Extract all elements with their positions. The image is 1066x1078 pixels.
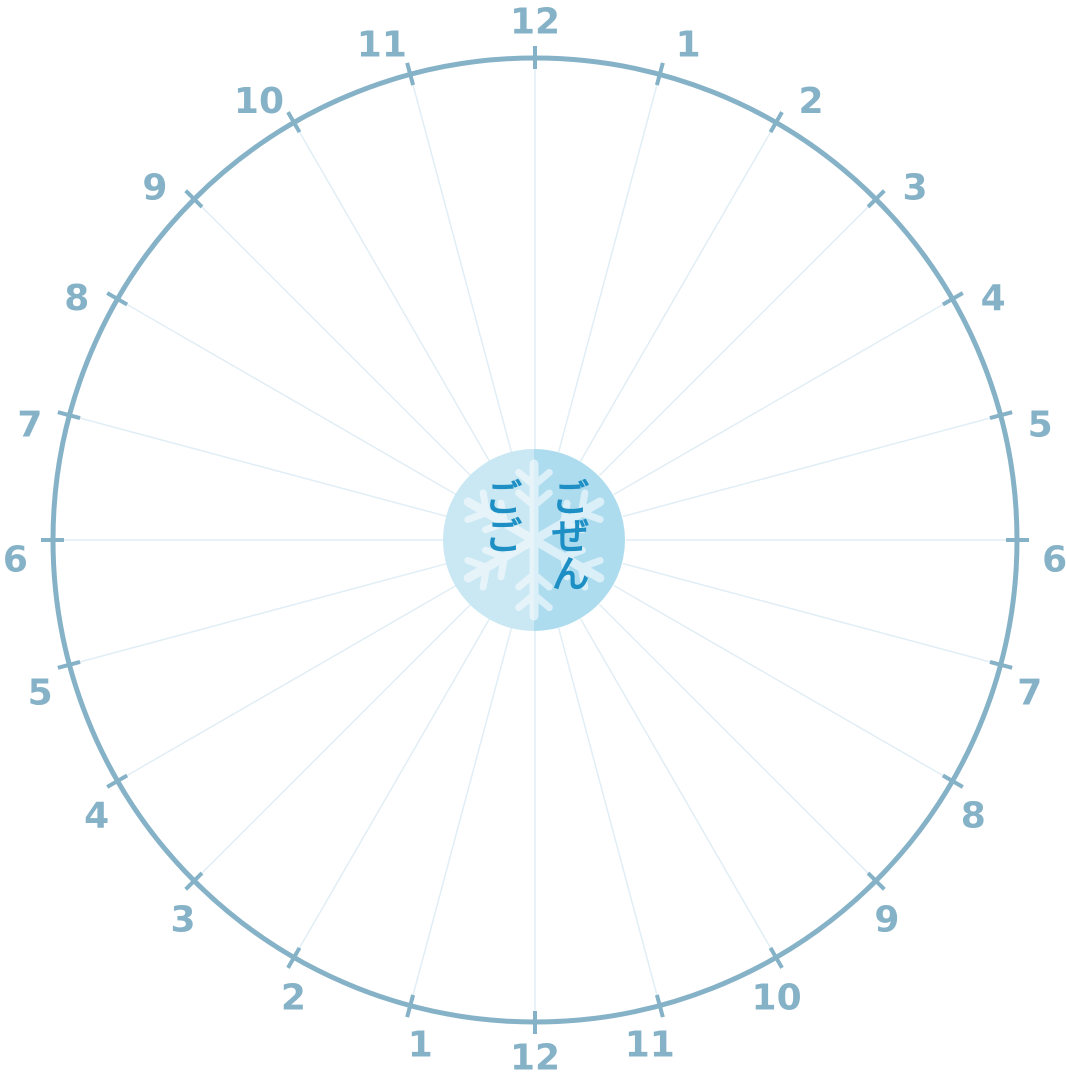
- tick-mark: [184, 871, 204, 891]
- tick-marks: [41, 46, 1029, 1034]
- snowflake-branch: [530, 468, 553, 489]
- tick-mark: [989, 410, 1013, 421]
- hour-label: 12: [510, 1038, 560, 1078]
- spoke-line: [622, 414, 1001, 518]
- tick-mark: [654, 62, 665, 86]
- hour-label: 5: [28, 673, 53, 714]
- spoke-line: [613, 298, 953, 496]
- hour-label: 2: [281, 978, 306, 1019]
- hour-label: 7: [1017, 673, 1042, 714]
- spoke-line: [69, 414, 448, 518]
- spoke-line: [579, 618, 777, 958]
- spoke-line: [193, 198, 472, 477]
- tick-mark: [106, 291, 129, 307]
- hour-label: 7: [17, 405, 42, 446]
- spoke-line: [293, 122, 491, 462]
- hour-label: 5: [1028, 405, 1053, 446]
- snowflake-branch: [482, 546, 508, 561]
- tick-mark: [106, 773, 129, 789]
- tick-mark: [405, 994, 416, 1018]
- spoke-line: [117, 584, 457, 782]
- hour-label: 1: [676, 25, 701, 66]
- hour-label: 4: [981, 278, 1006, 319]
- snowflake-branch: [530, 489, 553, 510]
- spoke-line: [117, 298, 457, 496]
- spoke-line: [69, 562, 448, 666]
- hour-label: 6: [1042, 539, 1066, 580]
- snowflake-branch: [577, 509, 604, 523]
- hour-label: 2: [798, 81, 823, 122]
- spoke-line: [598, 198, 877, 477]
- snowflake-branch: [479, 489, 491, 517]
- tick-mark: [184, 189, 204, 209]
- spoke-line: [409, 627, 513, 1006]
- hour-label: 8: [961, 796, 986, 837]
- center-badge: ごぜん ごご: [443, 449, 625, 631]
- snowflake-branch: [577, 563, 589, 591]
- tick-mark: [866, 189, 886, 209]
- tick-mark: [286, 111, 302, 134]
- spoke-lines: [53, 58, 1017, 1022]
- tick-mark: [768, 946, 784, 969]
- spoke-line: [557, 627, 661, 1006]
- pm-label: ごご: [478, 478, 522, 554]
- hour-label: 4: [84, 796, 109, 837]
- hour-label: 10: [752, 978, 802, 1019]
- tick-mark: [286, 946, 302, 969]
- hour-label: 3: [903, 168, 928, 209]
- tick-mark: [989, 659, 1013, 670]
- hour-label: 9: [142, 168, 167, 209]
- spoke-line: [622, 562, 1001, 666]
- hour-label: 1: [408, 1025, 433, 1066]
- hour-label: 9: [874, 900, 899, 941]
- spoke-line: [193, 603, 472, 882]
- snowflake-branch: [560, 553, 571, 581]
- snowflake-branch: [515, 570, 538, 591]
- spoke-line: [613, 584, 953, 782]
- tick-mark: [941, 773, 964, 789]
- snowflake-icon: [463, 459, 605, 621]
- hour-label: 10: [234, 81, 284, 122]
- tick-mark: [941, 291, 964, 307]
- snowflake-branch: [497, 499, 508, 527]
- spoke-line: [409, 74, 513, 453]
- snowflake-branch: [560, 519, 586, 534]
- spoke-line: [557, 74, 661, 453]
- snowflake-branch: [515, 591, 538, 612]
- tick-mark: [57, 410, 81, 421]
- hour-label: 6: [3, 539, 28, 580]
- tick-mark: [866, 871, 886, 891]
- hour-label: 11: [625, 1025, 675, 1066]
- tick-mark: [405, 62, 416, 86]
- hour-label: 3: [171, 900, 196, 941]
- am-label: ごぜん: [545, 478, 589, 592]
- hour-label: 11: [357, 25, 407, 66]
- hour-label: 12: [510, 2, 560, 43]
- snowflake-branch: [464, 557, 491, 571]
- spoke-line: [293, 618, 491, 958]
- tick-mark: [654, 994, 665, 1018]
- spoke-line: [579, 122, 777, 462]
- hour-label: 8: [64, 278, 89, 319]
- tick-mark: [57, 659, 81, 670]
- tick-mark: [768, 111, 784, 134]
- spoke-line: [598, 603, 877, 882]
